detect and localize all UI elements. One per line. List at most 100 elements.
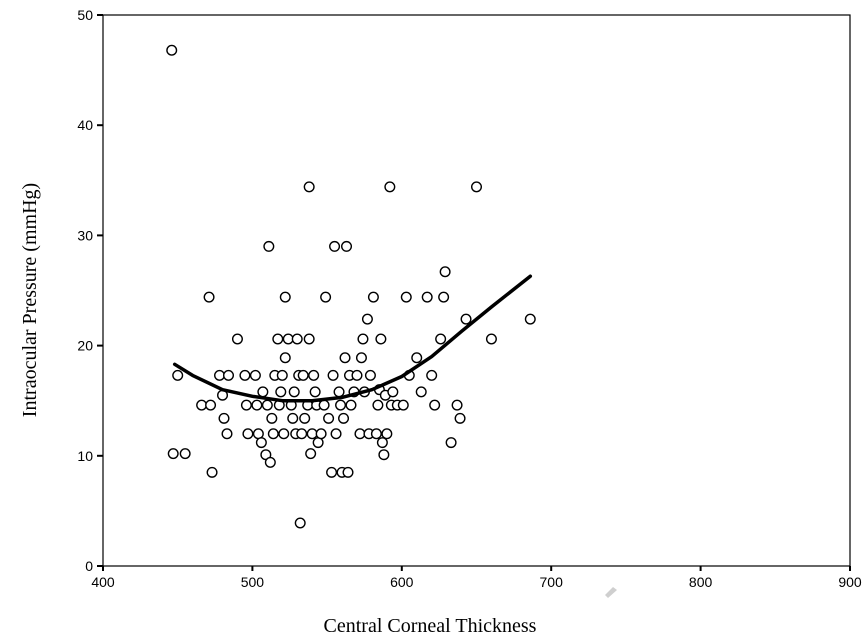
data-point [203,291,215,303]
data-point [251,399,263,411]
data-point [320,291,332,303]
x-tick-label: 900 [838,574,862,590]
data-point [435,333,447,345]
data-point [276,369,288,381]
data-point [263,240,275,252]
data-point [206,466,218,478]
data-point [426,369,438,381]
data-point [460,313,472,325]
x-axis: 400 500 600 700 800 900 [91,566,862,590]
data-point [387,386,399,398]
data-point [384,181,396,193]
data-point [439,266,451,278]
data-point [351,369,363,381]
data-point [272,333,284,345]
data-point [222,369,234,381]
data-point [279,352,291,364]
data-point [454,412,466,424]
data-point [364,369,376,381]
data-point [167,448,179,460]
data-point [278,428,290,440]
data-point [438,291,450,303]
data-point [411,352,423,364]
data-point [327,369,339,381]
data-point [266,412,278,424]
data-point [303,333,315,345]
data-point [196,399,208,411]
data-point [291,333,303,345]
data-point [166,44,178,56]
data-point [333,386,345,398]
data-point [257,386,269,398]
data-point [485,333,497,345]
data-point [315,428,327,440]
data-point [397,399,409,411]
data-point [338,412,350,424]
data-point [341,240,353,252]
data-point [370,428,382,440]
data-point [309,386,321,398]
data-point [357,333,369,345]
data-point [361,313,373,325]
y-tick-label: 50 [77,7,93,23]
data-point [381,428,393,440]
y-tick-label: 10 [77,448,93,464]
data-point [326,466,338,478]
data-point [279,291,291,303]
data-point [421,291,433,303]
data-point [339,352,351,364]
x-tick-label: 500 [241,574,265,590]
data-point [471,181,483,193]
data-point [231,333,243,345]
data-point [239,369,251,381]
data-point [354,428,366,440]
data-point [305,448,317,460]
data-point [288,386,300,398]
data-point [264,456,276,468]
data-point [261,399,273,411]
data-point [329,240,341,252]
data-point [355,352,367,364]
pencil-icon [605,587,617,598]
data-point [376,437,388,449]
fit-curve [172,274,533,403]
data-point [296,428,308,440]
data-point [342,466,354,478]
x-axis-title: Central Corneal Thickness [324,615,537,637]
x-tick-label: 400 [91,574,115,590]
data-point [205,399,217,411]
data-point [372,399,384,411]
x-tick-label: 700 [540,574,564,590]
data-point [303,181,315,193]
data-point [367,291,379,303]
data-point [218,412,230,424]
y-tick-label: 30 [77,227,93,243]
data-point [242,428,254,440]
data-point [375,333,387,345]
data-point [451,399,463,411]
data-point [318,399,330,411]
data-point [214,369,226,381]
data-point [287,412,299,424]
data-point [294,517,306,529]
y-axis: 0 10 20 30 40 50 [77,7,103,574]
data-point [267,428,279,440]
x-tick-label: 800 [689,574,713,590]
data-point [299,412,311,424]
data-point [335,399,347,411]
data-point [172,369,184,381]
data-point [524,313,536,325]
data-point [240,399,252,411]
data-point [323,412,335,424]
data-point [221,428,233,440]
y-tick-label: 20 [77,338,93,354]
plot-area [102,14,851,567]
y-tick-label: 0 [85,558,93,574]
y-tick-label: 40 [77,117,93,133]
data-point [282,333,294,345]
data-point [330,428,342,440]
data-point [308,369,320,381]
data-point [179,448,191,460]
data-point [255,437,267,449]
